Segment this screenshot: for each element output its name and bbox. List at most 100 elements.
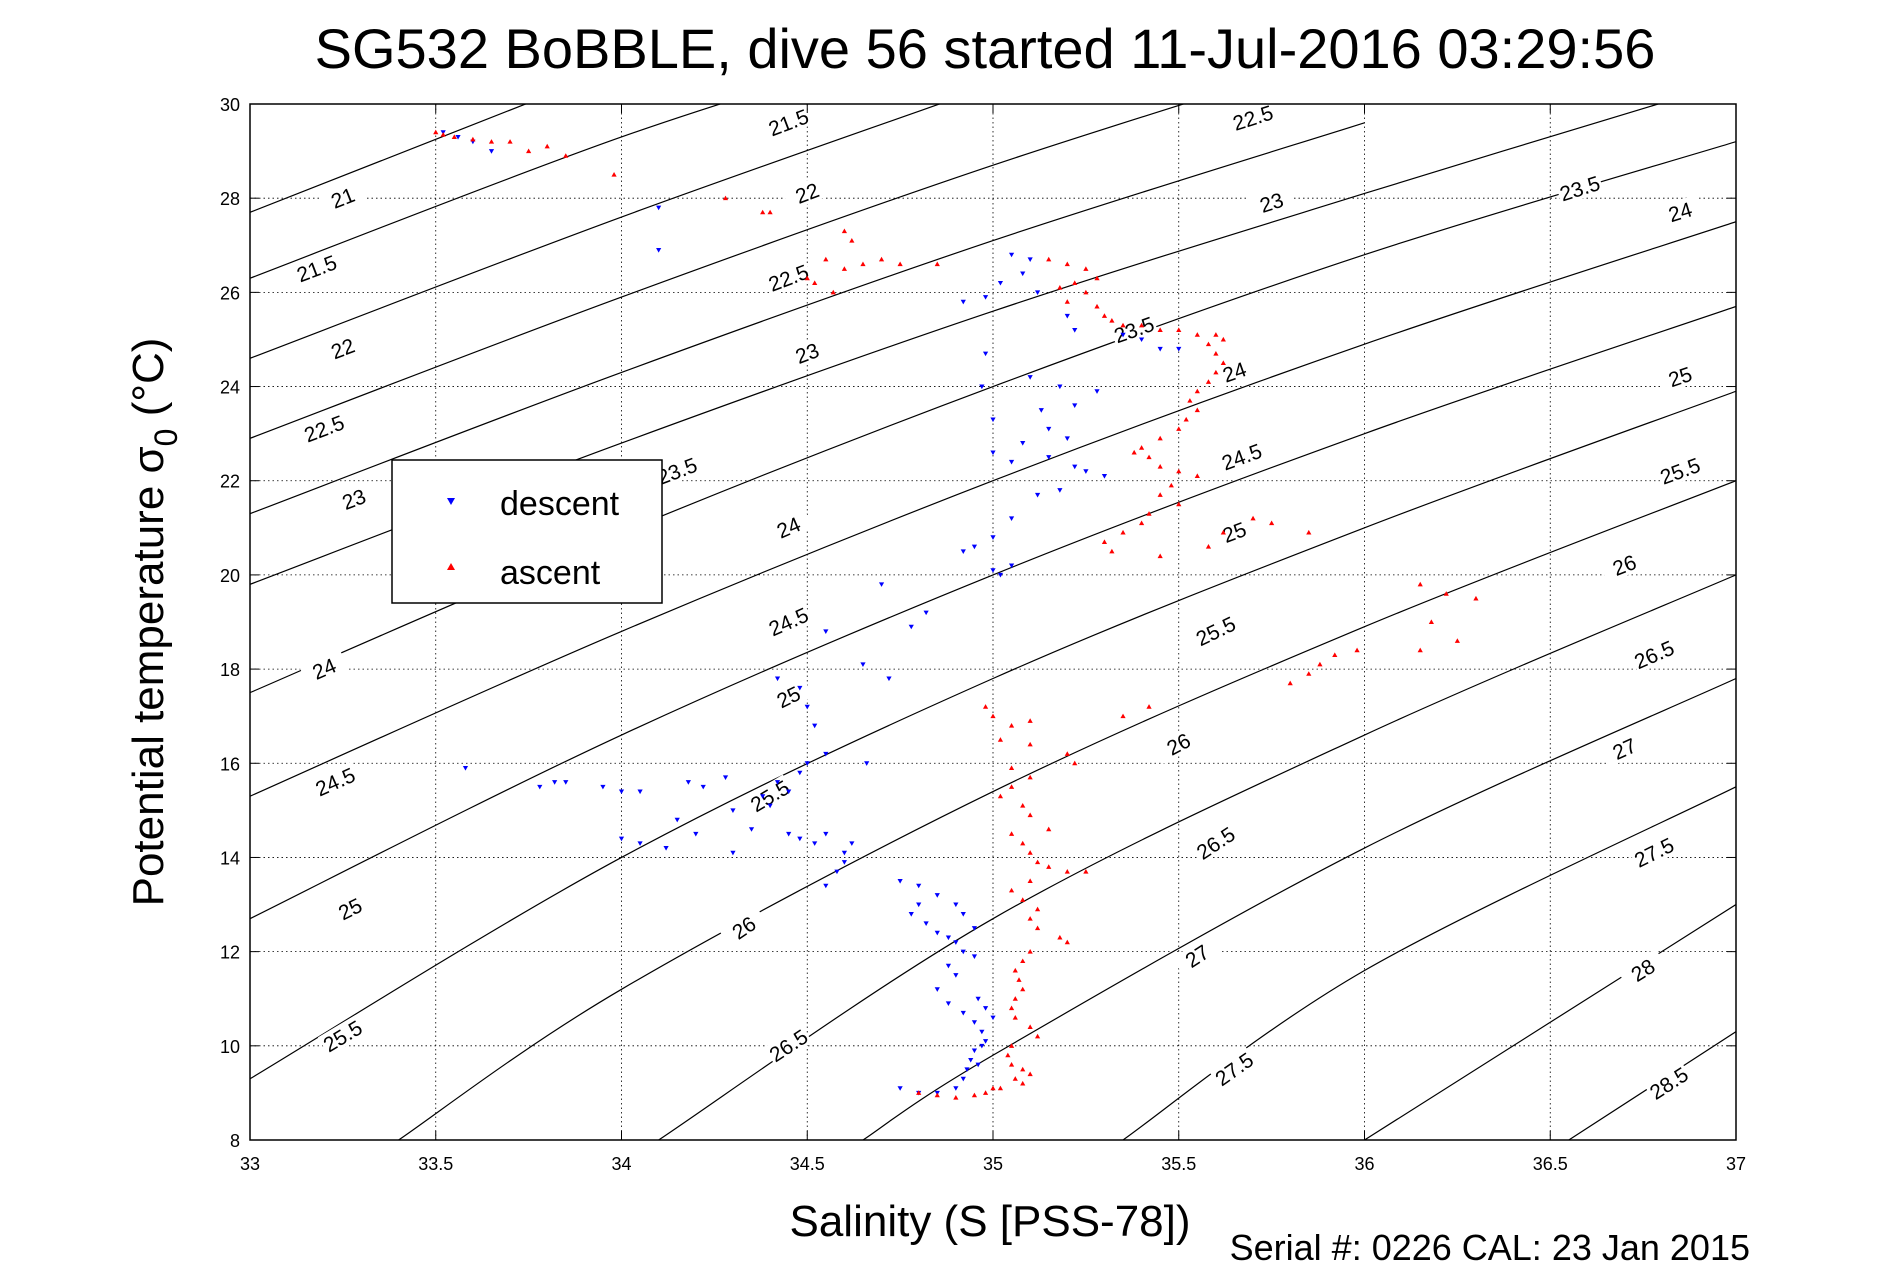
descent-point	[823, 629, 829, 635]
ascent-point	[1020, 840, 1026, 846]
descent-point	[982, 1006, 989, 1011]
contour-label-bg	[1190, 611, 1241, 650]
descent-point	[1083, 469, 1089, 474]
ascent-point	[841, 266, 847, 271]
ascent-point	[488, 139, 495, 144]
contour-line	[862, 677, 1736, 1140]
ascent-point	[1027, 850, 1033, 855]
descent-point	[1038, 408, 1044, 413]
descent-point	[797, 685, 803, 691]
descent-point	[722, 775, 729, 780]
contour-label-bg	[325, 888, 375, 928]
descent-point	[953, 973, 959, 978]
descent-point	[1101, 474, 1108, 479]
ascent-point	[1027, 878, 1033, 883]
descent-point	[953, 902, 959, 908]
ascent-point	[1157, 553, 1163, 559]
descent-point	[979, 1043, 985, 1049]
descent-point	[945, 1001, 952, 1007]
serial-cal-footer: Serial #: 0226 CAL: 23 Jan 2015	[1230, 1227, 1750, 1262]
contour-label-bg	[1172, 934, 1222, 977]
legend: descent ascent	[391, 459, 663, 604]
descent-point	[618, 836, 625, 842]
ascent-point	[1220, 529, 1226, 535]
contour-label-bg	[1209, 353, 1259, 390]
ascent-point	[1213, 350, 1219, 356]
ascent-point	[1012, 967, 1018, 973]
ascent-point	[507, 139, 513, 144]
ascent-point	[1064, 299, 1070, 304]
ascent-point	[1064, 868, 1070, 874]
ascent-point	[1101, 313, 1108, 318]
y-axis-label-sub: 0	[148, 429, 184, 447]
ascent-point	[1306, 671, 1312, 676]
ascent-point	[1020, 986, 1026, 992]
descent-point	[886, 676, 892, 682]
descent-point	[897, 1086, 903, 1091]
ascent-point	[544, 143, 550, 149]
ascent-point	[878, 256, 885, 262]
ascent-point	[1250, 515, 1256, 521]
ascent-point	[1220, 336, 1226, 342]
y-axis-label-main: Potential temperature	[124, 473, 173, 906]
data-points	[433, 129, 1479, 1100]
contour-label-bg	[318, 178, 368, 216]
ascent-point	[1194, 332, 1200, 337]
ascent-point	[916, 1090, 922, 1095]
descent-point	[1072, 328, 1078, 333]
ascent-point	[860, 261, 866, 267]
descent-point	[1008, 252, 1015, 258]
descent-point	[804, 761, 810, 766]
contour-label-bg	[782, 334, 832, 371]
ascent-point	[841, 228, 847, 234]
contour-line	[250, 104, 723, 279]
ascent-point	[1187, 398, 1193, 403]
ascent-point	[804, 275, 810, 281]
descent-point	[1064, 313, 1070, 319]
ascent-point	[1146, 454, 1152, 460]
contour-line	[250, 390, 1736, 1080]
ascent-point	[1027, 949, 1033, 954]
ascent-point	[1428, 619, 1434, 624]
descent-point	[797, 836, 803, 842]
descent-point	[1072, 403, 1078, 408]
ascent-point	[997, 793, 1004, 799]
ascent-point	[1020, 958, 1026, 964]
contour-label-bg	[652, 452, 702, 489]
ascent-point	[1008, 765, 1015, 770]
ascent-point	[1008, 887, 1015, 893]
ascent-point	[1139, 520, 1145, 526]
contour-line	[250, 122, 1365, 515]
ascent-point	[1205, 544, 1212, 549]
ascent-point	[1146, 704, 1152, 709]
x-tick-label: 33	[240, 1154, 260, 1174]
contour-label-bg	[1209, 1046, 1259, 1091]
descent-point	[916, 902, 922, 908]
ascent-point	[1220, 360, 1226, 365]
descent-point	[685, 780, 691, 785]
contour-label-bg	[1655, 358, 1705, 394]
descent-point	[953, 940, 959, 945]
ascent-point	[1417, 647, 1423, 653]
ascent-point	[1168, 482, 1174, 488]
descent-point	[563, 780, 569, 785]
descent-point	[860, 662, 866, 667]
descent-point	[823, 831, 829, 837]
ascent-point	[1020, 1066, 1026, 1072]
contour-line	[250, 305, 1736, 920]
contour-label-group: 26	[719, 905, 768, 949]
ascent-point	[1101, 539, 1108, 544]
ascent-point	[1417, 581, 1423, 587]
ascent-point	[1306, 529, 1312, 535]
contour-label-bg	[1209, 513, 1259, 550]
ascent-point	[1094, 275, 1100, 281]
contour-label-bg	[719, 905, 768, 949]
descent-point	[786, 831, 792, 837]
ascent-point	[1020, 897, 1026, 902]
legend-ascent-label: ascent	[500, 554, 601, 592]
descent-point	[934, 987, 940, 992]
x-tick-label: 37	[1726, 1154, 1746, 1174]
y-axis-label-sigma: σ	[124, 446, 173, 473]
ascent-point	[563, 153, 569, 158]
contour-label-bg	[1228, 100, 1278, 135]
